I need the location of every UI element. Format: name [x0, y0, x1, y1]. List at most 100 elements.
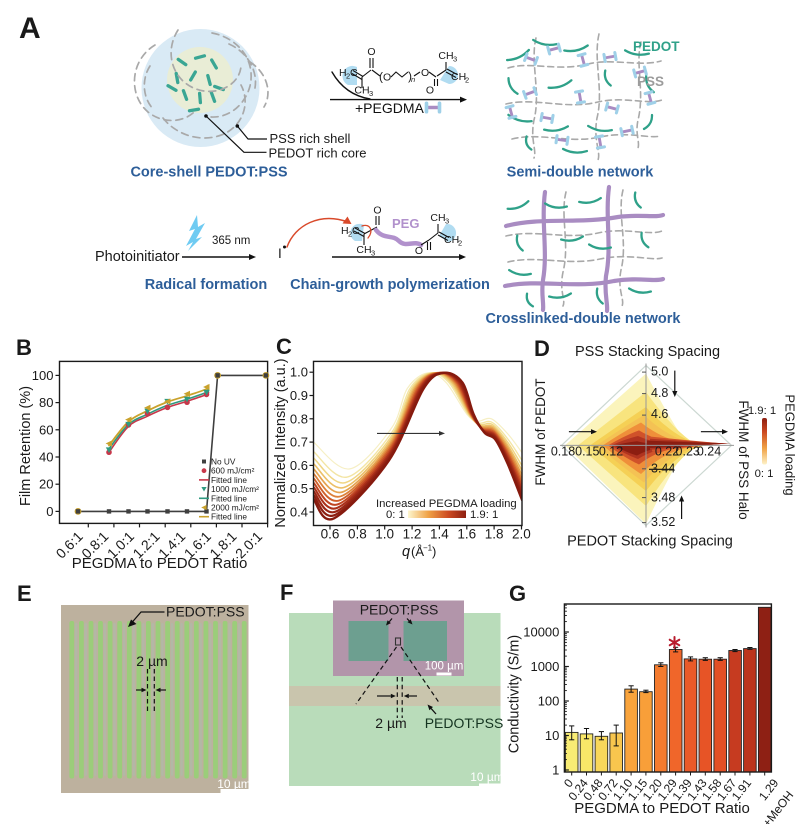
svg-text:PEDOT:PSS: PEDOT:PSS [360, 602, 439, 618]
svg-text:CH: CH [438, 50, 453, 62]
svg-text:Chain-growth polymerization: Chain-growth polymerization [290, 277, 490, 293]
svg-text:(: ( [379, 70, 383, 84]
svg-text:10 µm: 10 µm [217, 777, 251, 791]
svg-text:): ) [408, 69, 412, 83]
svg-text:Fitted line: Fitted line [211, 512, 247, 522]
svg-text:0: 1: 0: 1 [386, 509, 405, 521]
svg-text:1: 1 [552, 763, 559, 778]
svg-text:PEGDMA loading: PEGDMA loading [783, 394, 798, 495]
svg-text:5.0: 5.0 [651, 365, 668, 379]
svg-text:A: A [19, 12, 41, 45]
svg-text:1.2: 1.2 [403, 527, 422, 542]
svg-text:20: 20 [39, 477, 53, 492]
svg-text:PEGDMA to PEDOT Ratio: PEGDMA to PEDOT Ratio [72, 555, 248, 572]
svg-text:Semi-double network: Semi-double network [507, 165, 655, 181]
svg-text:0.18: 0.18 [551, 445, 575, 459]
svg-text:3: 3 [369, 89, 373, 98]
svg-text:O: O [373, 205, 381, 217]
svg-text:2000 mJ/cm²: 2000 mJ/cm² [211, 503, 259, 513]
svg-text:1.6: 1.6 [457, 527, 476, 542]
svg-text:PEDOT: PEDOT [633, 39, 680, 54]
svg-text:2 µm: 2 µm [136, 653, 167, 669]
svg-text:3: 3 [371, 249, 375, 258]
svg-text:C: C [276, 334, 292, 359]
svg-text:E: E [17, 581, 32, 606]
svg-text:PEDOT:PSS: PEDOT:PSS [166, 604, 245, 620]
svg-text:1.9: 1: 1.9: 1 [748, 405, 776, 417]
svg-text:PEG: PEG [392, 216, 419, 231]
svg-text:): ) [432, 544, 436, 559]
svg-text:Crosslinked-double network: Crosslinked-double network [486, 311, 682, 327]
svg-text:CH: CH [444, 234, 459, 246]
svg-text:Film Retention (%): Film Retention (%) [18, 386, 34, 506]
svg-text:3.52: 3.52 [651, 515, 675, 529]
svg-text:F: F [280, 580, 293, 605]
svg-text:0: 1: 0: 1 [755, 468, 774, 480]
svg-text:O: O [421, 67, 429, 79]
svg-text:1.4: 1.4 [430, 527, 449, 542]
svg-text:CH: CH [451, 71, 466, 83]
svg-text:1.0: 1.0 [375, 527, 394, 542]
svg-text:PEDOT rich core: PEDOT rich core [269, 146, 367, 161]
svg-text:100 µm: 100 µm [425, 661, 464, 673]
svg-text:2: 2 [458, 239, 462, 248]
svg-text:FWHM of PEDOT: FWHM of PEDOT [533, 378, 548, 485]
svg-text:No UV: No UV [211, 457, 236, 467]
svg-text:+PEGDMA: +PEGDMA [355, 100, 425, 116]
svg-text:PSS rich shell: PSS rich shell [270, 131, 351, 146]
svg-text:G: G [509, 581, 526, 606]
svg-text:O: O [383, 72, 391, 84]
svg-text:Fitted line: Fitted line [211, 475, 247, 485]
svg-text:4.6: 4.6 [651, 407, 668, 421]
svg-text:PEDOT:PSS: PEDOT:PSS [425, 715, 504, 731]
svg-text:0.12: 0.12 [599, 445, 623, 459]
svg-text:100: 100 [32, 368, 54, 383]
svg-text:Core-shell PEDOT:PSS: Core-shell PEDOT:PSS [130, 165, 287, 181]
svg-text:CH: CH [354, 85, 369, 97]
svg-text:−1: −1 [423, 544, 433, 553]
svg-text:PEDOT Stacking Spacing: PEDOT Stacking Spacing [567, 534, 733, 550]
svg-text:0.7: 0.7 [290, 435, 308, 450]
svg-text:3.48: 3.48 [651, 491, 675, 505]
svg-text:PEGDMA to PEDOT Ratio: PEGDMA to PEDOT Ratio [574, 800, 750, 817]
svg-text:0.22: 0.22 [655, 445, 679, 459]
svg-text:2: 2 [465, 76, 469, 85]
svg-text:(Å: (Å [411, 544, 424, 559]
svg-text:3: 3 [445, 217, 449, 226]
svg-text:1.8: 1.8 [485, 527, 504, 542]
svg-text:3: 3 [453, 55, 457, 64]
svg-text:2.0: 2.0 [512, 527, 531, 542]
svg-text:2: 2 [346, 72, 350, 81]
svg-text:PSS Stacking Spacing: PSS Stacking Spacing [575, 344, 720, 360]
svg-text:O: O [426, 85, 434, 97]
svg-text:2 µm: 2 µm [375, 715, 406, 731]
svg-text:1000: 1000 [530, 659, 559, 674]
svg-text:O: O [367, 46, 375, 58]
svg-text:Fitted line: Fitted line [211, 493, 247, 503]
svg-text:0.24: 0.24 [697, 445, 721, 459]
svg-text:Photoinitiator: Photoinitiator [95, 249, 180, 265]
svg-text:10000: 10000 [523, 625, 559, 640]
svg-text:0.6: 0.6 [290, 458, 308, 473]
svg-text:B: B [16, 335, 32, 360]
svg-text:100: 100 [538, 694, 560, 709]
svg-text:I: I [278, 246, 282, 261]
svg-text:O: O [415, 245, 423, 257]
svg-text:80: 80 [39, 395, 53, 410]
svg-text:0.15: 0.15 [575, 445, 599, 459]
svg-text:0: 0 [46, 504, 53, 519]
svg-text:0.6: 0.6 [321, 527, 340, 542]
svg-text:q: q [402, 544, 410, 560]
svg-text:H: H [341, 225, 349, 237]
svg-text:0.23: 0.23 [676, 445, 700, 459]
svg-text:0.5: 0.5 [290, 481, 308, 496]
svg-text:1.0: 1.0 [290, 365, 308, 380]
svg-text:PSS: PSS [637, 74, 664, 89]
svg-text:0.8: 0.8 [348, 527, 367, 542]
svg-text:H: H [339, 67, 347, 79]
svg-text:4.8: 4.8 [651, 386, 668, 400]
svg-text:1000 mJ/cm²: 1000 mJ/cm² [211, 484, 259, 494]
svg-text:1.9: 1: 1.9: 1 [470, 509, 498, 521]
svg-text:n: n [411, 75, 415, 84]
svg-text:Conductivity (S/m): Conductivity (S/m) [507, 635, 523, 753]
